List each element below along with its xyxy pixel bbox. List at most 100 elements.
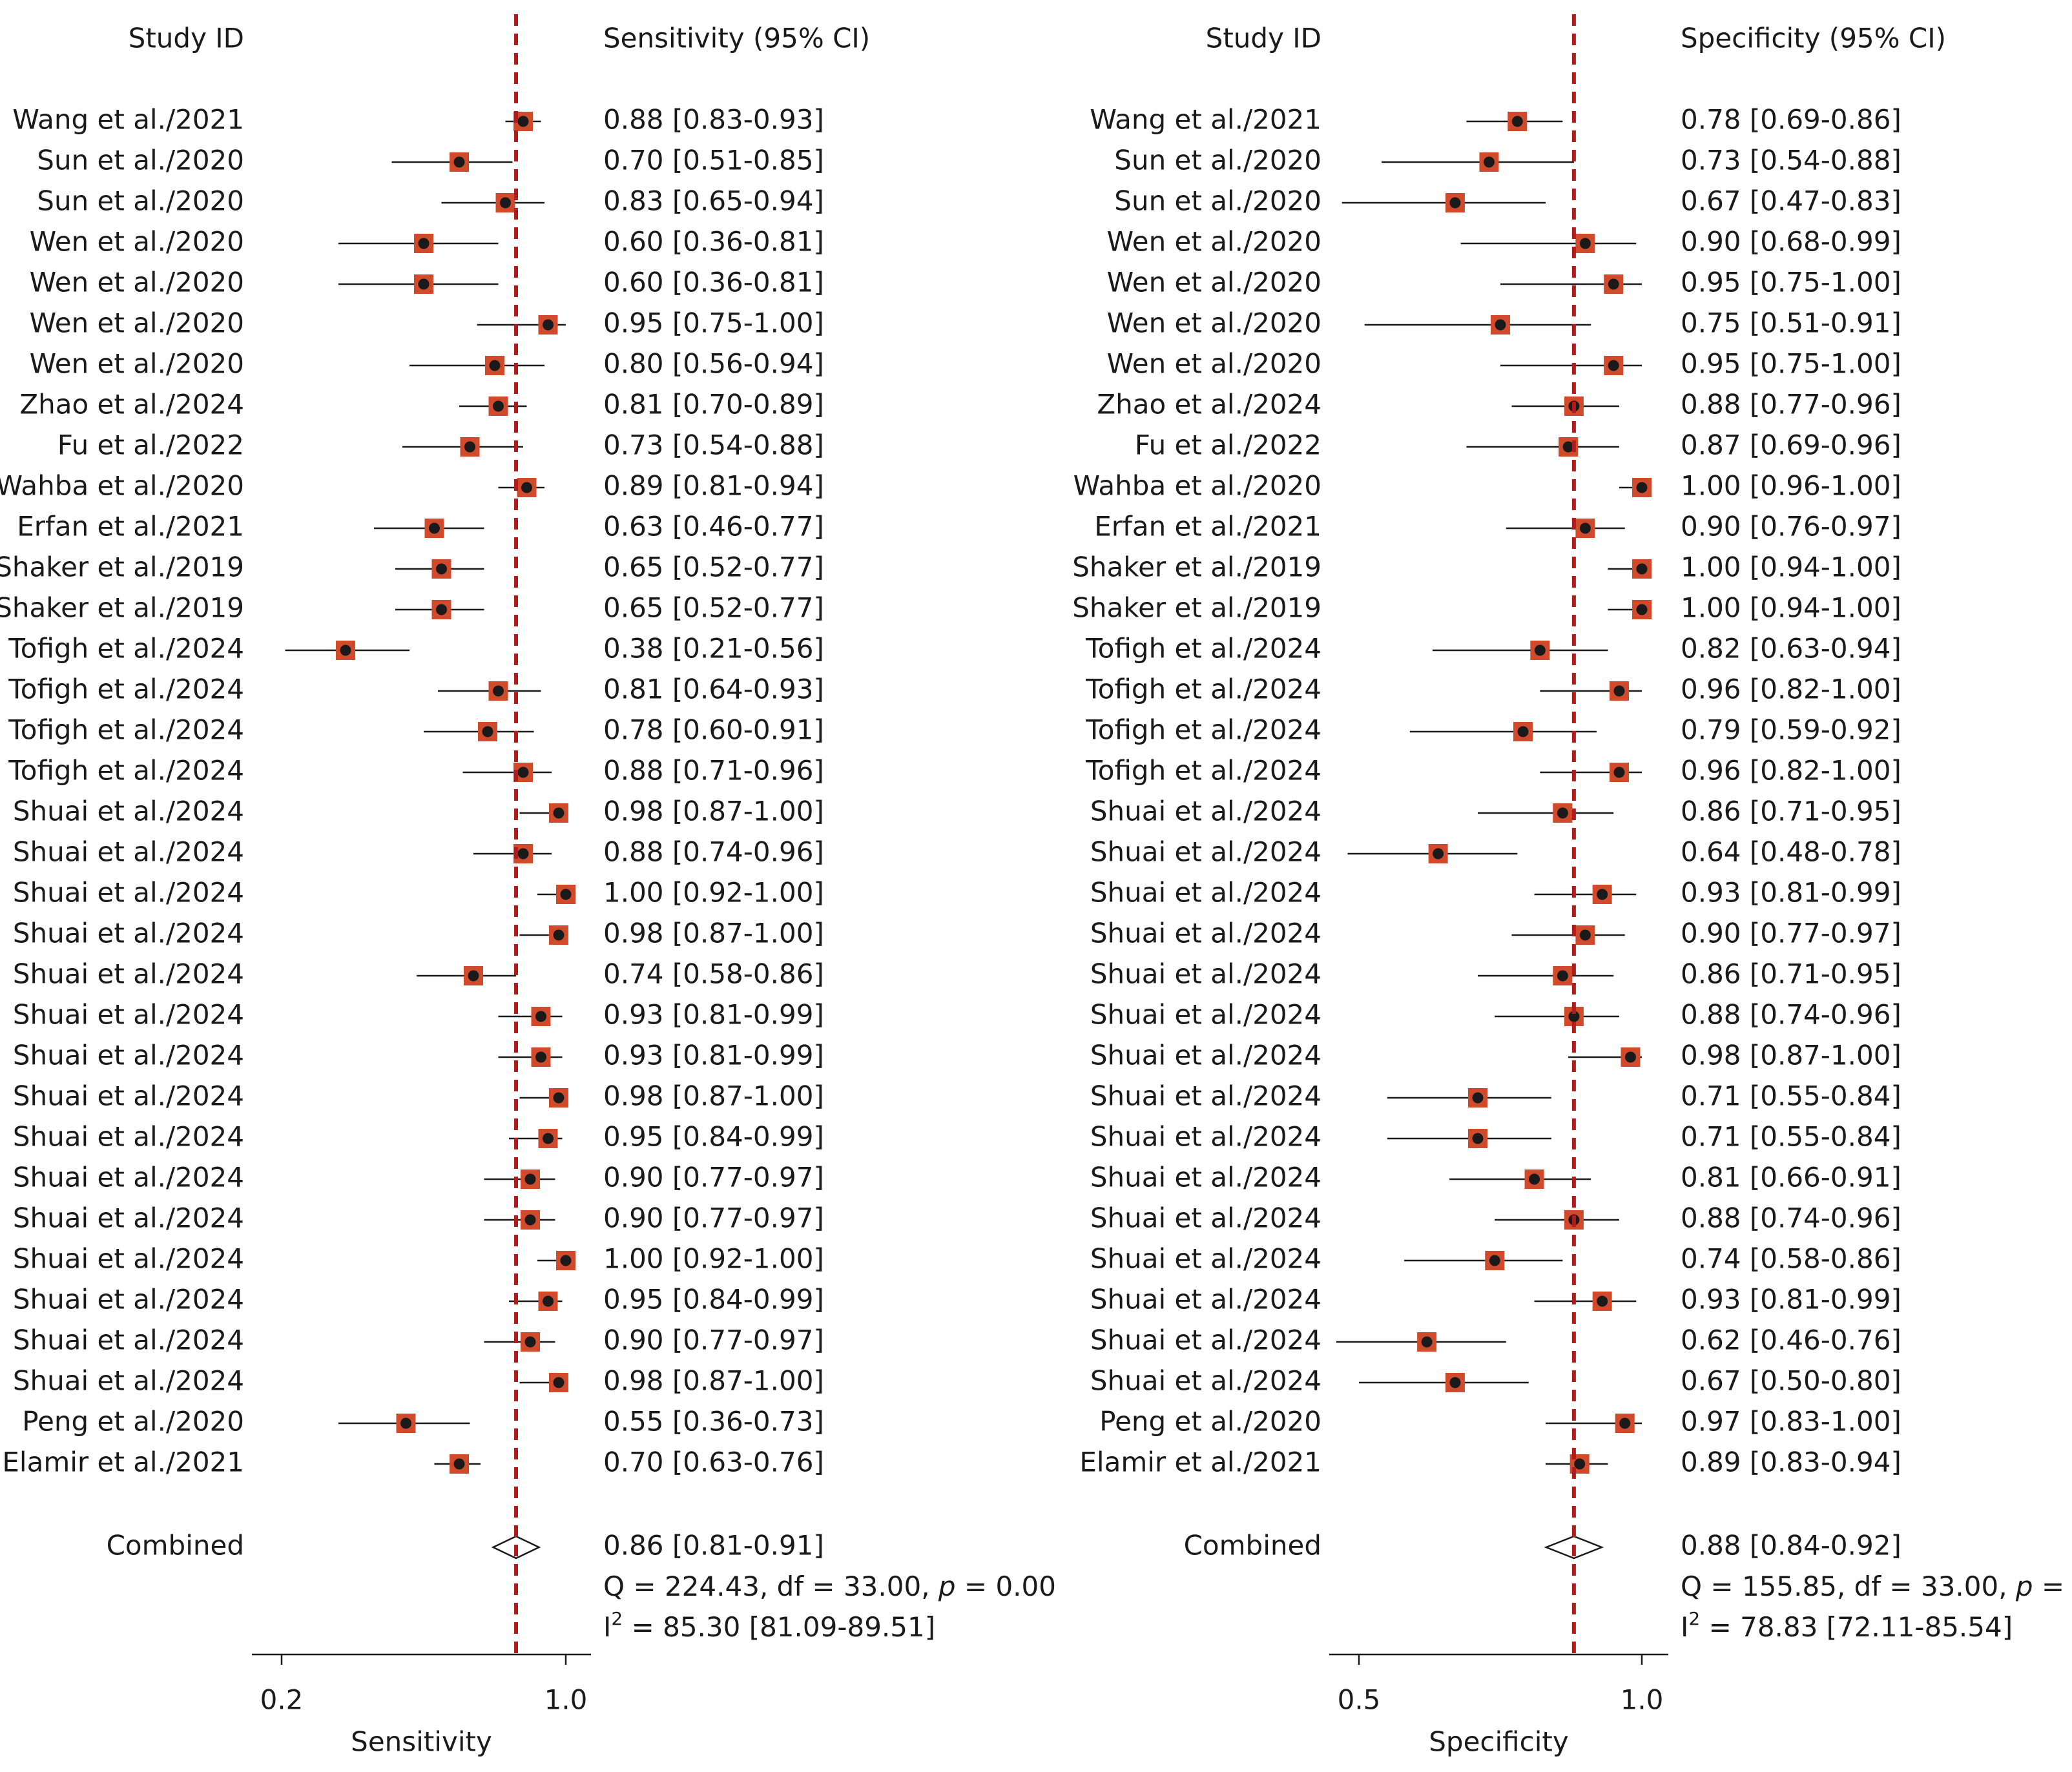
study-row: Fu et al./2022 0.87 [0.69-0.96] [1135, 429, 1901, 461]
study-label: Shuai et al./2024 [1090, 958, 1321, 990]
study-row: Shuai et al./2024 0.90 [0.77-0.97] [13, 1162, 824, 1193]
study-row: Sun et al./2020 0.83 [0.65-0.94] [37, 185, 824, 217]
heterogeneity-i2-text: I2 = 85.30 [81.09-89.51] [603, 1608, 935, 1643]
study-label: Wen et al./2020 [1107, 267, 1321, 298]
study-row: Tofigh et al./2024 0.78 [0.60-0.91] [8, 714, 824, 746]
point-estimate [1624, 1051, 1636, 1063]
point-estimate [418, 278, 430, 290]
study-row: Wen et al./2020 0.95 [0.75-1.00] [30, 307, 824, 339]
point-estimate [553, 807, 565, 819]
study-label: Shuai et al./2024 [13, 1202, 244, 1234]
study-label: Peng et al./2020 [1099, 1406, 1321, 1437]
study-row: Erfan et al./2021 0.63 [0.46-0.77] [17, 511, 824, 542]
point-estimate [1636, 563, 1648, 575]
point-estimate [524, 1336, 536, 1348]
point-estimate [1489, 1255, 1500, 1266]
estimate-text: 0.81 [0.70-0.89] [603, 389, 824, 420]
study-label: Shuai et al./2024 [1090, 1202, 1321, 1234]
point-estimate [543, 319, 554, 331]
combined-estimate-text: 0.88 [0.84-0.92] [1681, 1530, 1901, 1561]
study-row: Wen et al./2020 0.95 [0.75-1.00] [1107, 267, 1901, 298]
estimate-text: 0.55 [0.36-0.73] [603, 1406, 824, 1437]
study-row: Wang et al./2021 0.78 [0.69-0.86] [1090, 104, 1901, 136]
study-label: Erfan et al./2021 [1094, 511, 1321, 542]
estimate-text: 0.65 [0.52-0.77] [603, 592, 824, 624]
point-estimate [1562, 441, 1574, 453]
estimate-text: 0.90 [0.77-0.97] [603, 1202, 824, 1234]
combined-label: Combined [107, 1530, 244, 1561]
estimate-text: 1.00 [0.92-1.00] [603, 1243, 824, 1275]
study-label: Shuai et al./2024 [1090, 1243, 1321, 1275]
estimate-text: 0.86 [0.71-0.95] [1681, 958, 1901, 990]
study-label: Tofigh et al./2024 [8, 633, 244, 664]
study-label: Shuai et al./2024 [1090, 1121, 1321, 1153]
estimate-text: 0.88 [0.83-0.93] [603, 104, 824, 136]
x-axis-label: Specificity [1429, 1726, 1568, 1758]
estimate-text: 0.89 [0.81-0.94] [603, 470, 824, 502]
point-estimate [1579, 929, 1591, 941]
study-row: Shuai et al./2024 0.88 [0.74-0.96] [13, 836, 824, 868]
point-estimate [1449, 1377, 1461, 1388]
study-label: Shaker et al./2019 [1072, 592, 1321, 624]
study-row: Wen et al./2020 0.75 [0.51-0.91] [1107, 307, 1901, 339]
study-id-header: Study ID [1206, 23, 1321, 54]
point-estimate [1449, 197, 1461, 209]
estimate-header: Sensitivity (95% CI) [603, 23, 870, 54]
point-estimate [535, 1051, 546, 1063]
study-row: Shuai et al./2024 0.88 [0.74-0.96] [1090, 1202, 1901, 1234]
study-row: Tofigh et al./2024 0.79 [0.59-0.92] [1085, 714, 1901, 746]
forest-panel-specificity: Study ID Specificity (95% CI) Wang et al./… [1072, 14, 2072, 1758]
study-label: Shuai et al./2024 [1090, 1040, 1321, 1071]
study-row: Shuai et al./2024 0.95 [0.84-0.99] [13, 1121, 824, 1153]
point-estimate [340, 644, 351, 656]
estimate-text: 0.90 [0.77-0.97] [603, 1324, 824, 1356]
estimate-text: 0.60 [0.36-0.81] [603, 267, 824, 298]
study-row: Wahba et al./2020 0.89 [0.81-0.94] [0, 470, 824, 502]
study-label: Shuai et al./2024 [13, 1365, 244, 1397]
estimate-text: 0.88 [0.74-0.96] [1681, 999, 1901, 1031]
study-row: Shuai et al./2024 0.93 [0.81-0.99] [13, 1040, 824, 1071]
study-row: Peng et al./2020 0.97 [0.83-1.00] [1099, 1406, 1901, 1437]
study-label: Shaker et al./2019 [1072, 551, 1321, 583]
study-label: Shuai et al./2024 [13, 1121, 244, 1153]
point-estimate [560, 1255, 572, 1266]
point-estimate [543, 1133, 554, 1144]
estimate-text: 0.60 [0.36-0.81] [603, 226, 824, 258]
combined-label: Combined [1184, 1530, 1321, 1561]
study-row: Shuai et al./2024 0.74 [0.58-0.86] [1090, 1243, 1901, 1275]
point-estimate [453, 1458, 465, 1470]
point-estimate [1608, 360, 1619, 371]
study-label: Shuai et al./2024 [13, 796, 244, 827]
study-label: Sun et al./2020 [37, 145, 244, 176]
estimate-text: 0.89 [0.83-0.94] [1681, 1447, 1901, 1478]
point-estimate [521, 482, 532, 493]
point-estimate [524, 1173, 536, 1185]
point-estimate [524, 1214, 536, 1226]
point-estimate [1534, 644, 1546, 656]
forest-panel-sensitivity: Study ID Sensitivity (95% CI) Wang et al./… [0, 14, 1056, 1758]
study-row: Shuai et al./2024 0.98 [0.87-1.00] [13, 1365, 824, 1397]
study-label: Shuai et al./2024 [1090, 999, 1321, 1031]
study-label: Elamir et al./2021 [2, 1447, 244, 1478]
point-estimate [517, 767, 529, 778]
point-estimate [1483, 156, 1495, 168]
study-label: Tofigh et al./2024 [8, 714, 244, 746]
estimate-text: 0.96 [0.82-1.00] [1681, 674, 1901, 705]
point-estimate [1529, 1173, 1540, 1185]
study-label: Tofigh et al./2024 [1085, 633, 1321, 664]
point-estimate [482, 726, 493, 737]
estimate-text: 0.93 [0.81-0.99] [1681, 1284, 1901, 1315]
study-row: Elamir et al./2021 0.89 [0.83-0.94] [1079, 1447, 1901, 1478]
study-label: Wen et al./2020 [1107, 307, 1321, 339]
estimate-text: 0.78 [0.60-0.91] [603, 714, 824, 746]
estimate-text: 0.90 [0.77-0.97] [1681, 918, 1901, 949]
point-estimate [464, 441, 475, 453]
study-label: Tofigh et al./2024 [8, 674, 244, 705]
point-estimate [436, 604, 447, 615]
study-row: Zhao et al./2024 0.88 [0.77-0.96] [1097, 389, 1901, 420]
estimate-text: 0.73 [0.54-0.88] [1681, 145, 1901, 176]
point-estimate [553, 1092, 565, 1104]
study-label: Shuai et al./2024 [13, 999, 244, 1031]
point-estimate [429, 522, 440, 534]
